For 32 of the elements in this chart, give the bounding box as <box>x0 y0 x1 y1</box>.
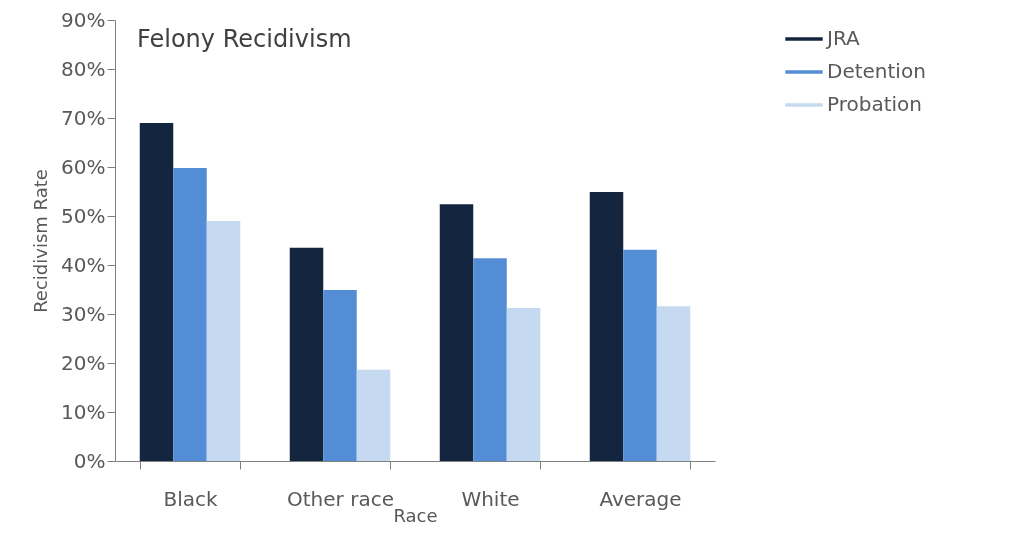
x-tick-label: Average <box>599 486 682 511</box>
y-tick-label: 60% <box>61 154 106 179</box>
chart-title: Felony Recidivism <box>137 25 352 53</box>
x-tick-label: Black <box>163 486 218 511</box>
y-tick-label: 50% <box>61 203 106 228</box>
legend-label: JRA <box>825 26 860 50</box>
bar <box>139 122 174 461</box>
legend-label: Probation <box>827 92 922 116</box>
y-tick-label: 0% <box>73 448 106 473</box>
legend-label: Detention <box>827 59 926 83</box>
bar <box>323 289 357 461</box>
x-axis-title: Race <box>393 504 438 526</box>
bar <box>473 258 507 461</box>
y-tick-label: 40% <box>61 252 106 277</box>
bar <box>356 369 391 461</box>
y-tick-label: 20% <box>61 350 106 375</box>
bar <box>589 191 624 461</box>
bar <box>206 220 241 461</box>
y-axis-title: Recidivism Rate <box>30 169 52 313</box>
bar <box>289 247 324 461</box>
x-tick-label: White <box>461 486 520 511</box>
bar <box>439 204 474 461</box>
bar <box>173 167 207 461</box>
y-tick-label: 90% <box>61 7 106 32</box>
y-tick-label: 80% <box>61 56 106 81</box>
bar <box>506 308 541 461</box>
y-tick-label: 70% <box>61 105 106 130</box>
bar <box>656 306 691 461</box>
y-tick-label: 10% <box>61 399 106 424</box>
y-tick-label: 30% <box>61 301 106 326</box>
bar <box>623 249 657 461</box>
x-tick-label: Other race <box>287 486 394 511</box>
